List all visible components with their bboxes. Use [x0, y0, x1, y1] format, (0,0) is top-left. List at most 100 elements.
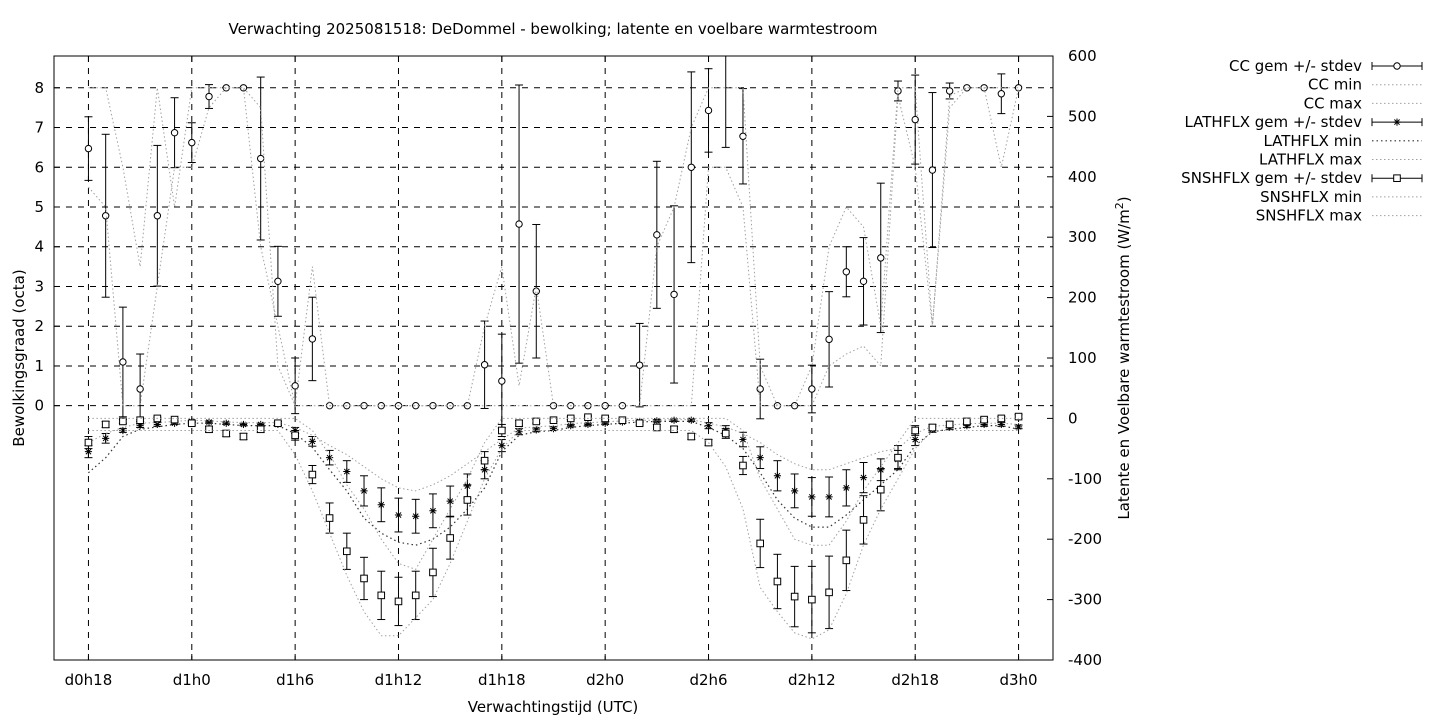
y2-tick-label: -400 — [1068, 651, 1102, 669]
chart-title: Verwachting 2025081518: DeDommel - bewol… — [229, 20, 878, 38]
data-point-star — [429, 507, 437, 515]
data-point-circle — [653, 231, 661, 239]
data-point-star — [325, 454, 334, 462]
data-point-square — [584, 413, 592, 421]
x-tick-label: d1h12 — [375, 671, 423, 689]
data-point-star — [377, 501, 385, 509]
x-tick-label: d2h18 — [891, 671, 939, 689]
data-point-square — [1014, 412, 1023, 421]
data-point-star — [412, 512, 420, 520]
data-point-circle — [635, 361, 644, 369]
y-tick-label: 5 — [34, 198, 44, 216]
data-point-circle — [859, 277, 868, 286]
data-point-circle — [119, 358, 127, 366]
data-point-circle — [170, 128, 179, 137]
data-point-circle — [153, 212, 162, 220]
legend-label: LATHFLX min — [1263, 132, 1362, 150]
x-tick-label: d1h6 — [276, 671, 314, 689]
data-point-square — [446, 534, 454, 542]
data-point-star — [773, 472, 782, 480]
data-point-circle — [205, 92, 213, 101]
data-point-square — [928, 423, 937, 432]
y-tick-label: 6 — [34, 158, 44, 176]
data-point-star — [257, 420, 265, 429]
series-line-lathflx-min — [88, 420, 1019, 546]
data-point-star — [446, 497, 454, 505]
y2-tick-label: 400 — [1068, 168, 1097, 186]
data-point-star — [825, 493, 833, 501]
data-point-circle — [842, 268, 851, 276]
data-point-square — [549, 416, 558, 425]
data-point-square — [790, 592, 799, 601]
series-lathflx-max — [88, 419, 1019, 492]
data-point-star — [687, 416, 695, 424]
data-point-square — [136, 416, 144, 425]
data-point-square — [842, 556, 851, 565]
data-point-star — [911, 435, 919, 444]
legend-label: CC min — [1308, 76, 1362, 94]
data-point-square — [670, 425, 678, 434]
data-point-circle — [911, 115, 919, 124]
data-point-circle — [773, 401, 782, 410]
data-point-star — [136, 422, 144, 430]
data-point-square — [894, 453, 902, 462]
x-axis-label: Verwachtingstijd (UTC) — [468, 698, 639, 716]
x-tick-label: d1h18 — [478, 671, 526, 689]
legend-label: CC gem +/- stdev — [1229, 57, 1362, 75]
x-tick-label: d1h0 — [173, 671, 211, 689]
y-tick-label: 7 — [34, 119, 44, 137]
legend-label: SNSHFLX gem +/- stdev — [1181, 169, 1362, 187]
y-tick-label: 3 — [34, 277, 44, 295]
data-point-circle — [136, 385, 144, 393]
series-snshflx-gem-stdev — [84, 412, 1023, 634]
data-point-square — [394, 597, 403, 606]
data-point-circle — [256, 154, 265, 163]
data-point-square — [101, 420, 110, 429]
data-point-square — [635, 419, 644, 428]
data-point-square — [429, 568, 437, 577]
data-point-circle — [101, 212, 110, 220]
data-point-circle — [997, 90, 1006, 98]
data-point-star — [997, 420, 1005, 429]
legend-label: SNSHFLX min — [1260, 188, 1362, 206]
data-point-circle — [825, 335, 833, 344]
axes: d0h18 d1h0 d1h6 d1h12 d1h18 d2h0 d2h6 d2h12 d2h1… — [34, 47, 1102, 689]
data-point-star — [601, 419, 609, 427]
data-point-circle — [687, 163, 695, 171]
legend-label: LATHFLX gem +/- stdev — [1184, 113, 1362, 131]
data-point-star — [791, 487, 799, 495]
series-cc-max — [88, 87, 1019, 408]
data-point-square — [739, 461, 747, 470]
series-layer — [84, 55, 1023, 640]
legend-label: SNSHFLX max — [1256, 207, 1362, 225]
data-point-circle — [670, 290, 678, 299]
y-tick-label: 0 — [34, 397, 44, 415]
data-point-circle — [1014, 84, 1023, 92]
data-point-square — [825, 588, 833, 597]
data-point-circle — [84, 144, 93, 153]
data-point-square — [911, 426, 920, 435]
y2-tick-label: 0 — [1068, 409, 1078, 427]
data-point-circle — [308, 335, 317, 343]
series-line-snshflx-max — [88, 417, 1019, 571]
data-point-square — [291, 431, 299, 440]
y2-axis-label: Latente en Voelbare warmtestroom (W/m2) — [1113, 196, 1133, 519]
data-point-star — [153, 420, 161, 429]
data-point-star — [308, 437, 316, 445]
y2-tick-label: 300 — [1068, 228, 1097, 246]
data-point-square — [463, 496, 472, 504]
data-point-star — [808, 493, 816, 501]
data-point-circle — [790, 401, 799, 410]
data-point-circle — [515, 220, 523, 228]
data-point-circle — [704, 106, 713, 115]
data-point-star — [84, 448, 93, 456]
series-line-lathflx-max — [88, 419, 1019, 492]
data-point-circle — [188, 138, 196, 147]
data-point-square — [325, 514, 334, 522]
y-tick-label: 2 — [34, 317, 44, 335]
y2-tick-label: 100 — [1068, 349, 1097, 367]
series-cc-gem-stdev — [84, 55, 1023, 429]
data-point-star — [360, 487, 368, 495]
data-point-square — [653, 423, 661, 432]
legend-label: CC max — [1304, 94, 1363, 112]
